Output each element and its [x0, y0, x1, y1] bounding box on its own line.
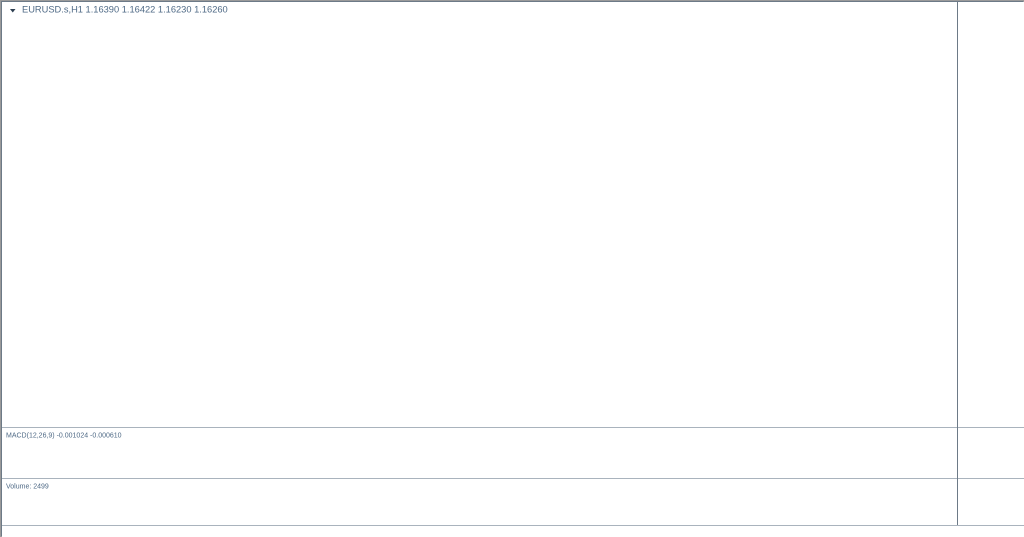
svg-text:MACD(12,26,9) -0.001024 -0.000: MACD(12,26,9) -0.001024 -0.000610 — [6, 433, 122, 440]
svg-text:EURUSD.s,H1 1.16390 1.16422 1: EURUSD.s,H1 1.16390 1.16422 1.16230 1.16… — [22, 4, 228, 14]
svg-text:Volume: 2499: Volume: 2499 — [6, 484, 49, 491]
